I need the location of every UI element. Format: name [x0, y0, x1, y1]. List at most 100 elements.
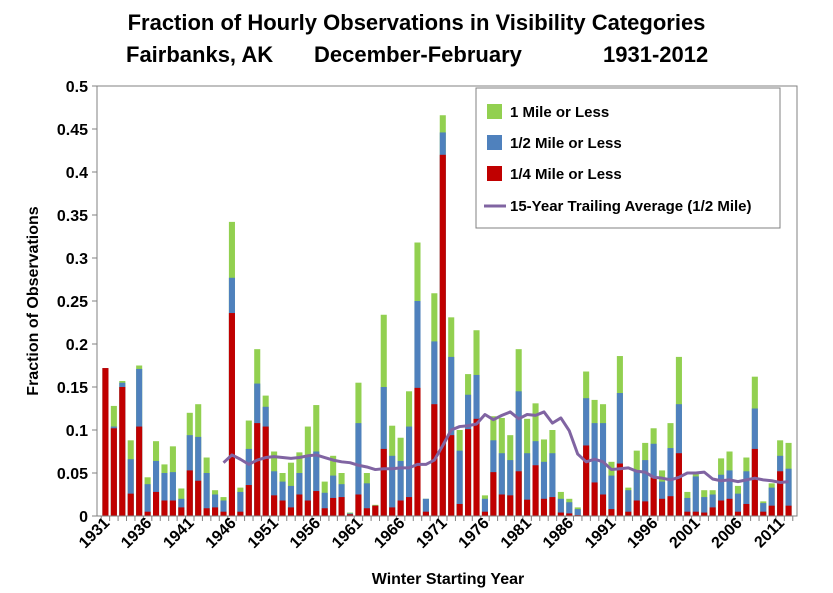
x-tick-label: 1951 [245, 515, 282, 552]
y-tick-label: 0.35 [57, 208, 88, 225]
bar-quarter-1959 [338, 497, 345, 516]
bar-quarter-1935 [136, 426, 143, 516]
bar-half-1947 [237, 491, 244, 516]
bar-quarter-1955 [304, 500, 311, 516]
bar-quarter-1993 [625, 511, 632, 516]
bar-quarter-1997 [659, 498, 666, 516]
bar-half-1985 [557, 498, 564, 516]
bar-quarter-1958 [330, 497, 337, 516]
bar-half-1969 [422, 498, 429, 516]
y-tick-label: 0.45 [57, 122, 88, 139]
bar-quarter-1934 [127, 493, 134, 516]
bar-quarter-1938 [161, 500, 168, 516]
bar-half-1973 [456, 450, 463, 516]
bar-half-1967 [406, 426, 413, 516]
bar-half-1966 [397, 460, 404, 516]
bar-half-1978 [498, 453, 505, 516]
bar-half-1953 [287, 485, 295, 516]
bar-half-1986 [566, 502, 573, 516]
bar-half-1998 [667, 448, 674, 516]
bar-quarter-1952 [279, 500, 286, 516]
bar-quarter-1971 [439, 154, 446, 517]
bar-quarter-1984 [549, 497, 556, 516]
bar-quarter-1956 [313, 491, 320, 516]
bar-quarter-1936 [144, 511, 151, 516]
bar-quarter-1946 [228, 313, 235, 516]
bar-quarter-1983 [540, 498, 548, 516]
bar-half-1992 [616, 393, 623, 516]
bar-quarter-2006 [734, 511, 741, 516]
y-tick-label: 0.05 [57, 466, 88, 483]
x-tick-label: 2006 [709, 515, 746, 552]
bar-quarter-1951 [271, 495, 278, 516]
bar-quarter-2012 [785, 505, 792, 516]
x-tick-label: 1991 [582, 515, 619, 552]
bar-quarter-1962 [363, 508, 370, 516]
bar-quarter-1967 [406, 497, 413, 516]
bar-quarter-2003 [709, 507, 716, 516]
bar-half-1944 [212, 494, 219, 516]
bar-quarter-1998 [667, 496, 674, 516]
bar-half-1976 [481, 498, 488, 516]
y-axis-title: Fraction of Observations [25, 206, 42, 395]
x-tick-label: 1936 [118, 515, 155, 552]
chart-subtitle-season: December-February [314, 42, 522, 67]
bar-quarter-1933 [119, 387, 126, 516]
bar-quarter-1977 [490, 472, 497, 516]
bar-quarter-2002 [701, 512, 708, 516]
y-tick-label: 0 [79, 509, 88, 526]
bar-half-1994 [633, 471, 640, 516]
y-tick-label: 0.2 [66, 337, 88, 354]
bar-half-1952 [279, 481, 286, 516]
x-tick-label: 1976 [456, 515, 493, 552]
bar-quarter-1966 [397, 500, 404, 516]
bar-quarter-1963 [372, 505, 379, 516]
x-tick-label: 1981 [498, 515, 535, 552]
bar-quarter-1954 [296, 494, 303, 516]
trailing-average-line [222, 410, 789, 484]
bar-half-1961 [355, 423, 362, 516]
bar-quarter-1992 [616, 463, 623, 516]
bar-quarter-2004 [718, 500, 725, 516]
bar-half-1939 [169, 472, 176, 516]
bar-quarter-1964 [380, 448, 387, 516]
bar-half-1980 [515, 391, 522, 516]
legend: 1 Mile or Less 1/2 Mile or Less 1/4 Mile… [475, 87, 781, 229]
bar-quarter-1965 [389, 507, 396, 516]
x-tick-label: 1971 [413, 515, 450, 552]
bar-half-1981 [524, 453, 531, 516]
bar-quarter-2005 [726, 498, 733, 516]
bar-quarter-1939 [169, 500, 176, 516]
bar-quarter-1940 [178, 507, 185, 516]
x-tick-label: 1986 [540, 515, 577, 552]
bar-quarter-1982 [532, 465, 539, 516]
bar-quarter-2000 [684, 511, 691, 516]
bar-quarter-1996 [650, 476, 657, 516]
bar-quarter-1947 [237, 511, 244, 516]
bar-half-2005 [726, 470, 733, 516]
bar-half-1979 [507, 460, 514, 516]
bar-half-1943 [203, 473, 210, 516]
chart-subtitle-location: Fairbanks, AK [126, 42, 274, 67]
bar-quarter-1949 [254, 423, 261, 516]
bar-half-2001 [692, 476, 699, 516]
bar-half-1957 [321, 492, 328, 516]
bar-quarter-1991 [608, 509, 615, 516]
x-tick-label: 1956 [287, 515, 324, 552]
bar-quarter-1999 [675, 453, 682, 516]
x-tick-label: 2011 [751, 515, 788, 552]
bar-half-1936 [144, 484, 151, 516]
bar-quarter-1986 [566, 513, 573, 516]
bar-quarter-1973 [456, 503, 463, 516]
bar-quarter-1944 [212, 507, 219, 516]
y-tick-label: 0.3 [66, 251, 88, 268]
bar-half-2007 [743, 471, 750, 516]
bar-half-1995 [642, 460, 649, 516]
bar-quarter-1932 [110, 428, 117, 516]
x-axis-title: Winter Starting Year [372, 571, 525, 588]
bar-half-1951 [271, 471, 278, 516]
bar-half-1987 [574, 509, 581, 516]
bar-half-2002 [701, 497, 708, 516]
legend-label-mile: 1 Mile or Less [510, 104, 609, 121]
bar-half-1956 [313, 451, 320, 516]
